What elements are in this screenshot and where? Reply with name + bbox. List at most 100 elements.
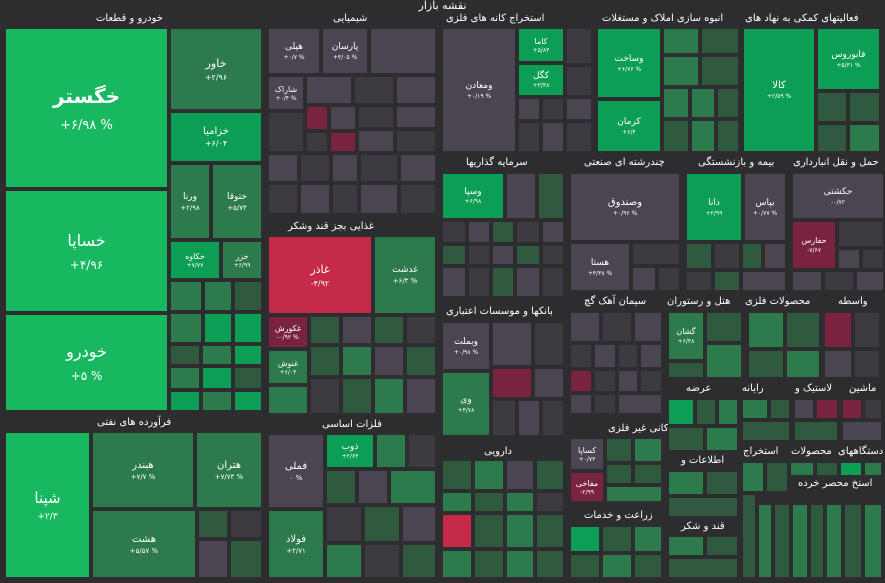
stock-tile-parsan[interactable]: پارسان +۳/۰۵ % <box>322 28 368 74</box>
stock-tile[interactable] <box>360 154 398 182</box>
stock-tile[interactable] <box>602 526 632 552</box>
stock-tile[interactable] <box>706 312 742 342</box>
stock-tile[interactable] <box>838 221 884 247</box>
stock-tile[interactable] <box>668 399 694 425</box>
stock-tile[interactable] <box>364 506 400 542</box>
stock-tile[interactable] <box>468 245 490 265</box>
stock-tile[interactable] <box>706 536 738 556</box>
stock-tile-kerman[interactable]: کرمان +۶/۴ <box>597 100 661 152</box>
stock-tile[interactable] <box>542 267 564 297</box>
stock-tile[interactable] <box>326 470 356 504</box>
stock-tile[interactable] <box>864 504 882 578</box>
stock-tile[interactable] <box>442 550 472 578</box>
stock-tile[interactable] <box>204 281 232 311</box>
stock-tile-khazar[interactable]: خزر +۶/۹۹ <box>222 241 262 279</box>
stock-tile[interactable] <box>202 345 232 365</box>
stock-tile[interactable] <box>406 316 436 344</box>
stock-tile[interactable] <box>606 464 632 484</box>
stock-tile[interactable] <box>816 399 838 419</box>
stock-tile-vorna[interactable]: ورنا +۲/۹۸ <box>170 164 210 239</box>
stock-tile[interactable] <box>824 271 854 291</box>
stock-tile[interactable] <box>706 471 738 495</box>
stock-tile[interactable] <box>566 122 592 152</box>
stock-tile[interactable] <box>310 316 340 344</box>
stock-tile-shepna[interactable]: شپنا +۲/۳ <box>5 432 90 578</box>
stock-tile[interactable] <box>701 56 739 86</box>
stock-tile[interactable] <box>786 350 820 378</box>
stock-tile[interactable] <box>202 367 232 389</box>
stock-tile[interactable] <box>668 536 704 556</box>
stock-tile[interactable] <box>358 106 394 128</box>
stock-tile[interactable] <box>566 66 592 96</box>
stock-tile[interactable] <box>849 92 880 122</box>
stock-tile[interactable] <box>402 544 436 578</box>
stock-tile[interactable] <box>742 271 786 291</box>
stock-tile[interactable] <box>268 112 304 152</box>
stock-tile[interactable] <box>516 245 540 265</box>
stock-tile[interactable] <box>518 98 540 120</box>
stock-tile[interactable] <box>717 120 739 152</box>
stock-tile[interactable] <box>370 28 436 74</box>
stock-tile-hetran[interactable]: هتران +۷/۷۳ % <box>196 432 262 508</box>
stock-tile[interactable] <box>474 550 504 578</box>
stock-tile[interactable] <box>474 514 504 548</box>
stock-tile[interactable] <box>442 492 472 512</box>
stock-tile[interactable] <box>542 400 564 436</box>
stock-tile[interactable] <box>170 345 200 365</box>
stock-tile[interactable] <box>864 462 882 476</box>
stock-tile-ghazar[interactable]: غاذر -۴/۹۲ <box>268 236 372 314</box>
stock-tile[interactable] <box>570 394 592 414</box>
stock-tile[interactable] <box>396 76 436 104</box>
stock-tile[interactable] <box>792 504 808 578</box>
stock-tile[interactable] <box>634 464 662 484</box>
stock-tile[interactable] <box>326 544 362 578</box>
stock-tile[interactable] <box>234 391 262 411</box>
stock-tile-zob[interactable]: ذوب +۲/۶۳ <box>326 434 374 468</box>
stock-tile-kesapa[interactable]: کساپا +۰/۷۳ <box>570 438 604 470</box>
stock-tile[interactable] <box>170 391 200 411</box>
stock-tile[interactable] <box>794 421 838 441</box>
stock-tile[interactable] <box>170 367 200 389</box>
stock-tile[interactable] <box>492 322 532 366</box>
stock-tile[interactable] <box>602 554 632 578</box>
stock-tile[interactable] <box>374 378 404 414</box>
stock-tile-foolad[interactable]: فولاد +۲/۷۱ <box>268 510 324 578</box>
stock-tile-vasandogh[interactable]: وصندوق +۰/۹۶ % <box>570 173 680 241</box>
stock-tile[interactable] <box>570 526 600 552</box>
stock-tile[interactable] <box>840 462 862 476</box>
stock-tile[interactable] <box>442 460 472 490</box>
stock-tile[interactable] <box>748 312 784 348</box>
stock-tile[interactable] <box>594 370 616 392</box>
stock-tile-hebandar[interactable]: هبندر +۷/۷ % <box>92 432 194 508</box>
stock-tile[interactable] <box>570 312 600 342</box>
stock-tile-kala[interactable]: کالا +۲/۵۹ % <box>743 28 815 152</box>
stock-tile[interactable] <box>718 399 738 425</box>
stock-tile[interactable] <box>817 124 847 152</box>
stock-tile[interactable] <box>824 350 852 378</box>
stock-tile[interactable] <box>566 98 592 120</box>
stock-tile[interactable] <box>306 132 328 152</box>
stock-tile[interactable] <box>202 391 232 411</box>
stock-tile[interactable] <box>663 120 689 152</box>
stock-tile[interactable] <box>686 243 712 269</box>
stock-tile[interactable] <box>310 346 340 376</box>
stock-tile[interactable] <box>842 399 862 419</box>
stock-tile[interactable] <box>396 106 436 128</box>
stock-tile[interactable] <box>374 316 404 344</box>
stock-tile[interactable] <box>506 173 536 219</box>
stock-tile[interactable] <box>474 492 504 512</box>
stock-tile[interactable] <box>268 154 298 182</box>
stock-tile[interactable] <box>332 184 358 214</box>
stock-tile[interactable] <box>691 120 715 152</box>
stock-tile-vaspa[interactable]: وسپا +۶/۹۸ <box>442 173 504 219</box>
stock-tile[interactable] <box>536 550 564 578</box>
stock-tile[interactable] <box>663 56 699 86</box>
stock-tile-hesta[interactable]: هستا +۳/۳۸ % <box>570 243 630 291</box>
stock-tile[interactable] <box>198 540 228 578</box>
stock-tile[interactable] <box>408 434 436 468</box>
stock-tile[interactable] <box>766 462 788 492</box>
stock-tile[interactable] <box>668 471 704 495</box>
stock-tile[interactable] <box>234 345 262 365</box>
stock-tile[interactable] <box>856 271 884 291</box>
stock-tile[interactable] <box>663 28 699 54</box>
